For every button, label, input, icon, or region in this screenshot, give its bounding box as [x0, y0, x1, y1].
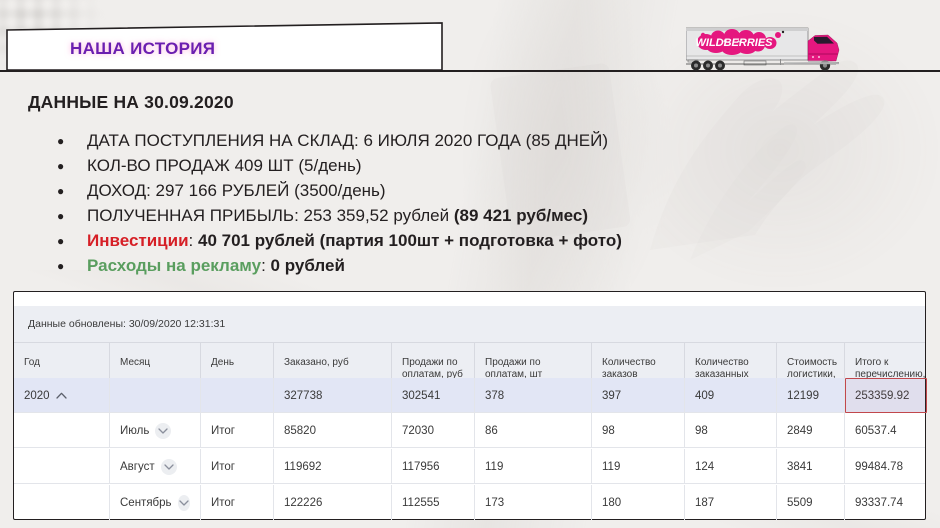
- svg-text:WILDBERRIES: WILDBERRIES: [696, 37, 774, 49]
